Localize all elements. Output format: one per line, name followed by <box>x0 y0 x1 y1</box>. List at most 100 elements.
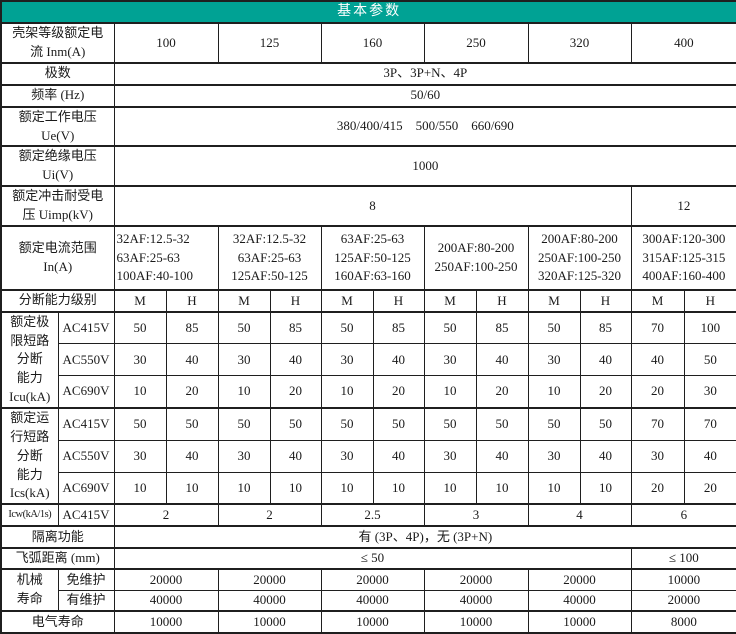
ics-cell: 50 <box>475 406 529 441</box>
icu-cell: 70 <box>630 310 685 345</box>
icu-cell: 85 <box>475 310 529 345</box>
ics-cell: 50 <box>579 406 632 441</box>
row-ics-ac550: AC550V 30 40 30 40 30 40 30 40 30 40 30 … <box>1 439 736 473</box>
ics-cell: 40 <box>579 439 632 473</box>
icu-cell: 20 <box>475 375 529 409</box>
icu-cell: 20 <box>269 375 322 409</box>
mech-cell: 20000 <box>630 589 736 612</box>
ics-cell: 30 <box>113 439 167 473</box>
icu-cell: 40 <box>165 343 219 377</box>
row-label-arc-distance: 飞弧距离 (mm) <box>0 547 115 570</box>
row-label-breaking-class: 分断能力级别 <box>0 288 115 313</box>
frame-size-cell: 320 <box>527 22 632 64</box>
icu-cell: 85 <box>269 310 322 345</box>
row-label-ue: 额定工作电压 Ue(V) <box>0 105 115 147</box>
voltage-label: AC690V <box>57 375 115 409</box>
ics-cell: 10 <box>423 471 477 505</box>
row-icu-ac550: AC550V 30 40 30 40 30 40 30 40 30 40 40 … <box>1 343 736 377</box>
mech-cell: 20000 <box>423 568 529 591</box>
ics-cell: 10 <box>527 471 581 505</box>
voltage-label: AC550V <box>57 439 115 473</box>
mech-cell: 20000 <box>217 568 322 591</box>
row-label-ui: 额定绝缘电压 Ui(V) <box>0 145 115 187</box>
class-cell: H <box>683 288 736 313</box>
arc-value-400: ≤ 100 <box>630 547 736 570</box>
ue-value: 380/400/415 500/550 660/690 <box>113 105 736 147</box>
row-frequency: 频率 (Hz) 50/60 <box>0 83 736 108</box>
class-cell: H <box>475 288 529 313</box>
icu-cell: 20 <box>165 375 219 409</box>
mech-cell: 10000 <box>630 568 736 591</box>
frame-size-cell: 100 <box>113 22 219 64</box>
row-label-icw: Icw(kA/1s) <box>0 503 59 527</box>
in-range-cell: 63AF:25-63 125AF:50-125 160AF:63-160 <box>320 224 425 291</box>
icu-cell: 30 <box>320 343 374 377</box>
class-cell: M <box>320 288 374 313</box>
icu-cell: 85 <box>165 310 219 345</box>
in-range-cell: 200AF:80-200 250AF:100-250 320AF:125-320 <box>527 224 632 291</box>
elec-cell: 10000 <box>527 610 632 634</box>
ics-cell: 30 <box>423 439 477 473</box>
ui-value: 1000 <box>113 145 736 187</box>
class-cell: H <box>372 288 425 313</box>
frame-size-cell: 250 <box>423 22 529 64</box>
icu-cell: 50 <box>423 310 477 345</box>
ics-cell: 10 <box>579 471 632 505</box>
row-ics-ac415: 额定运 行短路 分断 能力 Ics(kA) AC415V 50 50 50 50… <box>0 406 736 505</box>
ics-cell: 30 <box>320 439 374 473</box>
icu-cell: 40 <box>579 343 632 377</box>
row-frame-current: 壳架等级额定电 流 Inm(A) 100 125 160 250 320 400 <box>0 22 736 64</box>
mech-cell: 40000 <box>217 589 322 612</box>
in-range-cell: 300AF:120-300 315AF:125-315 400AF:160-40… <box>630 224 736 291</box>
table-title: 基本参数 <box>0 0 736 24</box>
ics-cell: 30 <box>527 439 581 473</box>
row-label-inm: 壳架等级额定电 流 Inm(A) <box>0 22 115 64</box>
ics-cell: 50 <box>372 406 425 441</box>
icu-cell: 50 <box>527 310 581 345</box>
ics-cell: 50 <box>165 406 219 441</box>
row-isolation: 隔离功能 有 (3P、4P)，无 (3P+N) <box>0 525 736 549</box>
elec-cell: 8000 <box>630 610 736 634</box>
icu-cell: 100 <box>683 310 736 345</box>
icu-cell: 30 <box>113 343 167 377</box>
icu-cell: 10 <box>423 375 477 409</box>
voltage-label: AC550V <box>57 343 115 377</box>
row-ue: 额定工作电压 Ue(V) 380/400/415 500/550 660/690 <box>0 105 736 147</box>
class-cell: H <box>579 288 632 313</box>
ics-cell: 50 <box>217 406 271 441</box>
ics-cell: 10 <box>475 471 529 505</box>
icu-cell: 40 <box>475 343 529 377</box>
arc-value-main: ≤ 50 <box>113 547 632 570</box>
voltage-label: AC415V <box>57 503 115 527</box>
row-label-mech-life: 机械 寿命 <box>0 568 59 612</box>
row-arc-distance: 飞弧距离 (mm) ≤ 50 ≤ 100 <box>0 547 736 570</box>
row-in-range: 额定电流范围 In(A) 32AF:12.5-32 63AF:25-63 100… <box>0 224 736 291</box>
uimp-value-main: 8 <box>113 185 632 227</box>
ics-cell: 40 <box>372 439 425 473</box>
class-cell: M <box>217 288 271 313</box>
row-label-icu: 额定极 限短路 分断 能力 Icu(kA) <box>0 310 59 409</box>
mech-sublabel: 有维护 <box>57 589 115 612</box>
row-icu-ac415: 额定极 限短路 分断 能力 Icu(kA) AC415V 50 85 50 85… <box>0 310 736 409</box>
ics-cell: 40 <box>683 439 736 473</box>
icu-cell: 20 <box>630 375 685 409</box>
in-range-cell: 32AF:12.5-32 63AF:25-63 125AF:50-125 <box>217 224 322 291</box>
mech-cell: 40000 <box>320 589 425 612</box>
mech-cell: 40000 <box>527 589 632 612</box>
voltage-label: AC690V <box>57 471 115 505</box>
icw-cell: 2.5 <box>320 503 425 527</box>
row-mech-life-maintained: 有维护 40000 40000 40000 40000 40000 20000 <box>1 589 736 612</box>
ics-cell: 10 <box>269 471 322 505</box>
ics-cell: 70 <box>683 406 736 441</box>
class-cell: H <box>269 288 322 313</box>
icu-cell: 50 <box>113 310 167 345</box>
icu-cell: 20 <box>372 375 425 409</box>
mech-cell: 20000 <box>320 568 425 591</box>
class-cell: H <box>165 288 219 313</box>
ics-cell: 10 <box>320 471 374 505</box>
icu-cell: 40 <box>269 343 322 377</box>
mech-cell: 20000 <box>113 568 219 591</box>
icw-cell: 3 <box>423 503 529 527</box>
row-uimp: 额定冲击耐受电 压 Uimp(kV) 8 12 <box>0 185 736 227</box>
